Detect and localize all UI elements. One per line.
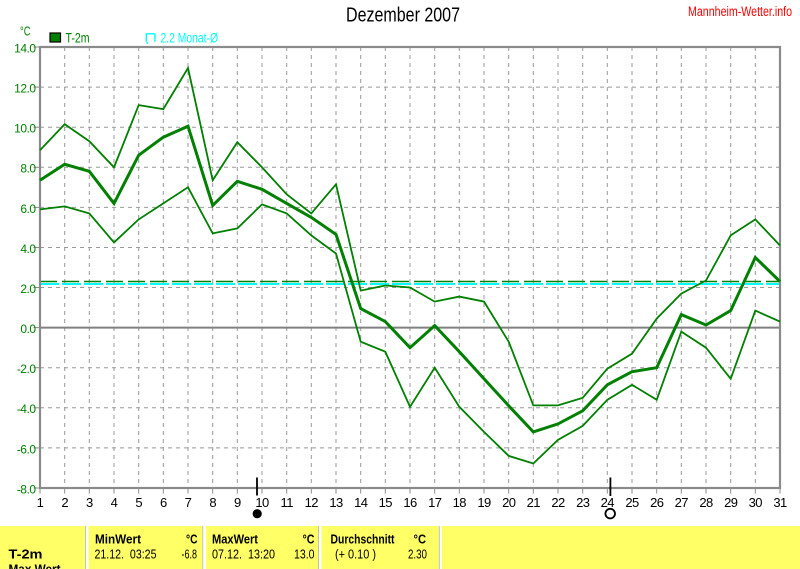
svg-text:-2.0: -2.0 <box>17 362 37 376</box>
svg-text:17: 17 <box>428 495 442 510</box>
svg-text:07.12. 13:20: 07.12. 13:20 <box>212 547 275 561</box>
svg-text:9: 9 <box>234 495 241 510</box>
svg-text:28: 28 <box>699 495 713 510</box>
svg-text:10: 10 <box>255 495 269 510</box>
svg-text:14: 14 <box>354 495 368 510</box>
svg-text:°C: °C <box>414 532 427 546</box>
svg-text:26: 26 <box>650 495 664 510</box>
svg-text:7: 7 <box>185 495 192 510</box>
svg-text:°C: °C <box>20 25 31 39</box>
svg-text:21: 21 <box>527 495 541 510</box>
svg-text:-6.0: -6.0 <box>17 442 37 456</box>
svg-text:5: 5 <box>135 495 142 510</box>
svg-text:Max.Wert: Max.Wert <box>9 563 62 569</box>
svg-text:MinWert: MinWert <box>95 532 142 546</box>
svg-text:-8.0: -8.0 <box>17 482 37 496</box>
svg-text:4.0: 4.0 <box>20 242 36 256</box>
svg-text:15: 15 <box>379 495 393 510</box>
svg-text:25: 25 <box>625 495 639 510</box>
svg-text:11: 11 <box>281 495 294 510</box>
svg-text:21.12. 03:25: 21.12. 03:25 <box>95 547 157 561</box>
svg-text:12.0: 12.0 <box>14 82 36 96</box>
svg-text:8: 8 <box>209 495 216 510</box>
svg-text:3: 3 <box>86 495 93 510</box>
svg-text:10.0: 10.0 <box>14 122 36 136</box>
svg-text:-6.8: -6.8 <box>182 547 198 561</box>
svg-text:2.2 Monat-Ø: 2.2 Monat-Ø <box>161 31 219 46</box>
svg-text:T-2m: T-2m <box>9 547 43 561</box>
svg-text:29: 29 <box>724 495 738 510</box>
svg-text:6: 6 <box>160 495 167 510</box>
svg-text:31: 31 <box>773 495 787 510</box>
svg-text:T-2m: T-2m <box>66 31 90 46</box>
svg-text:22: 22 <box>551 495 565 510</box>
svg-text:°C: °C <box>303 532 315 546</box>
svg-text:(+ 0.10 ): (+ 0.10 ) <box>335 547 376 561</box>
svg-text:1: 1 <box>37 495 44 510</box>
svg-text:4: 4 <box>111 495 118 510</box>
svg-text:MaxWert: MaxWert <box>212 532 259 546</box>
svg-text:23: 23 <box>576 495 590 510</box>
svg-text:2: 2 <box>61 495 68 510</box>
svg-text:30: 30 <box>749 495 763 510</box>
svg-text:27: 27 <box>675 495 689 510</box>
svg-text:Dezember 2007: Dezember 2007 <box>346 4 460 27</box>
svg-text:2.0: 2.0 <box>20 282 36 296</box>
svg-text:13.0: 13.0 <box>294 547 315 561</box>
svg-text:°C: °C <box>186 532 198 546</box>
svg-text:14.0: 14.0 <box>14 41 36 55</box>
svg-text:-4.0: -4.0 <box>17 402 37 416</box>
svg-text:12: 12 <box>305 495 319 510</box>
svg-text:2.30: 2.30 <box>408 547 427 561</box>
svg-text:6.0: 6.0 <box>20 202 36 216</box>
svg-text:24: 24 <box>601 495 615 510</box>
svg-text:Mannheim-Wetter.info: Mannheim-Wetter.info <box>688 4 792 19</box>
svg-text:8.0: 8.0 <box>20 162 36 176</box>
svg-text:13: 13 <box>329 495 343 510</box>
svg-text:16: 16 <box>403 495 417 510</box>
svg-text:20: 20 <box>502 495 516 510</box>
svg-text:0.0: 0.0 <box>20 322 36 336</box>
svg-text:Durchschnitt: Durchschnitt <box>331 532 396 546</box>
svg-text:18: 18 <box>453 495 467 510</box>
svg-text:19: 19 <box>477 495 491 510</box>
